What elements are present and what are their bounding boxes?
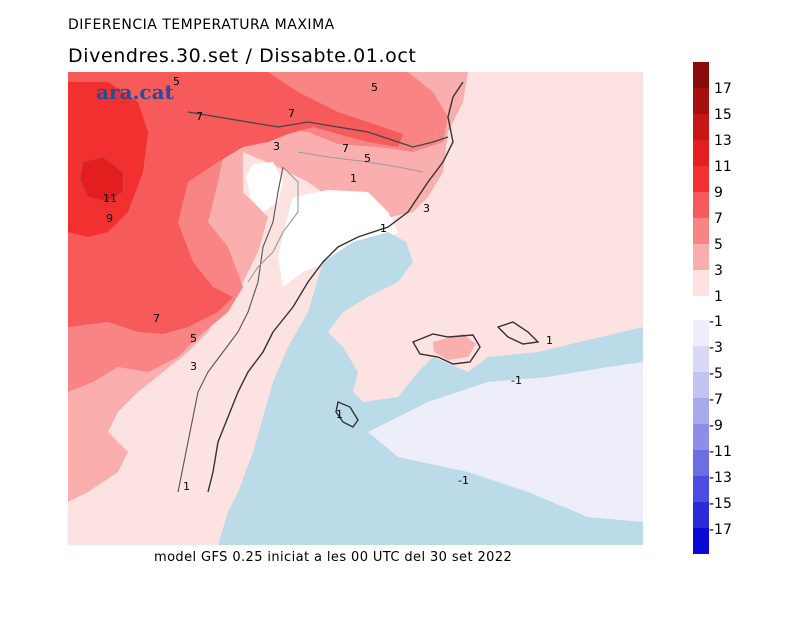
contour-label: 5 bbox=[371, 81, 378, 94]
legend-label: -17 bbox=[709, 522, 732, 538]
legend-swatch bbox=[693, 320, 709, 346]
island-spot bbox=[433, 334, 476, 360]
contour-label: 9 bbox=[106, 212, 113, 225]
contour-band-9 bbox=[68, 82, 148, 237]
contour-band-11 bbox=[79, 156, 124, 203]
border-west bbox=[177, 166, 284, 493]
legend-swatch bbox=[693, 502, 709, 528]
legend-label: -1 bbox=[709, 314, 723, 330]
contour-label: 3 bbox=[273, 140, 280, 153]
legend-label: 7 bbox=[714, 211, 723, 227]
contour-label: 7 bbox=[342, 142, 349, 155]
legend-label: 15 bbox=[714, 107, 732, 123]
legend-swatch bbox=[693, 88, 709, 114]
zero-band-land bbox=[246, 162, 283, 212]
contour-label: 1 bbox=[336, 408, 343, 421]
color-legend: 17 15 13 11 9 7 5 3 1 -1 -3 -5 -7 -9 -11… bbox=[693, 62, 732, 554]
contour-label: 3 bbox=[190, 360, 197, 373]
legend-swatch bbox=[693, 62, 709, 88]
island-outline-east bbox=[496, 321, 540, 345]
legend-swatch bbox=[693, 372, 709, 398]
contour-label: 11 bbox=[103, 192, 117, 205]
legend-swatch bbox=[693, 346, 709, 372]
legend-label: 1 bbox=[714, 289, 723, 305]
legend-swatch bbox=[693, 476, 709, 502]
contour-label: 5 bbox=[364, 152, 371, 165]
contour-label: 1 bbox=[546, 334, 553, 347]
chart-title: DIFERENCIA TEMPERATURA MAXIMA bbox=[68, 17, 335, 33]
chart-subtitle: Divendres.30.set / Dissabte.01.oct bbox=[68, 45, 417, 67]
contour-label: 5 bbox=[190, 332, 197, 345]
legend-swatch bbox=[693, 192, 709, 218]
island-outline-south bbox=[335, 401, 359, 428]
legend-swatch bbox=[693, 140, 709, 166]
legend-label: 9 bbox=[714, 185, 723, 201]
contour-band-7 bbox=[68, 72, 403, 334]
legend-label: -7 bbox=[709, 392, 723, 408]
model-info: model GFS 0.25 iniciat a les 00 UTC del … bbox=[154, 550, 513, 565]
legend-swatch bbox=[693, 450, 709, 476]
legend-swatch bbox=[693, 114, 709, 140]
temperature-map: 5 5 7 7 3 7 5 1 11 9 3 1 7 5 3 1 1 -1 1 … bbox=[68, 72, 643, 545]
legend-label: -15 bbox=[709, 496, 732, 512]
contour-label: 5 bbox=[173, 75, 180, 88]
legend-swatch bbox=[693, 270, 709, 296]
contour-label: 7 bbox=[288, 107, 295, 120]
legend-swatch bbox=[693, 528, 709, 554]
legend-label: 17 bbox=[714, 81, 732, 97]
legend-swatch bbox=[693, 398, 709, 424]
legend-label: 11 bbox=[714, 159, 732, 175]
contour-label: 1 bbox=[183, 480, 190, 493]
legend-swatch bbox=[693, 424, 709, 450]
contour-label: -1 bbox=[511, 374, 522, 387]
region-outline bbox=[247, 151, 424, 283]
legend-label: 3 bbox=[714, 263, 723, 279]
legend-swatch bbox=[693, 166, 709, 192]
legend-label: 13 bbox=[714, 133, 732, 149]
border-north bbox=[187, 111, 449, 148]
legend-label: -11 bbox=[709, 444, 732, 460]
sea-minus-1 bbox=[368, 362, 643, 522]
legend-label: 5 bbox=[714, 237, 723, 253]
island-outline bbox=[411, 333, 481, 365]
legend-label: -3 bbox=[709, 340, 723, 356]
contour-label: 7 bbox=[196, 110, 203, 123]
legend-swatch bbox=[693, 218, 709, 244]
legend-label: -13 bbox=[709, 470, 732, 486]
contour-label: 1 bbox=[350, 172, 357, 185]
zero-band-coast bbox=[278, 190, 398, 287]
contour-label: -1 bbox=[458, 474, 469, 487]
legend-label: -5 bbox=[709, 366, 723, 382]
contour-label: 3 bbox=[423, 202, 430, 215]
brand-logo: ara.cat bbox=[96, 80, 174, 104]
legend-label: -9 bbox=[709, 418, 723, 434]
legend-swatch bbox=[693, 244, 709, 270]
contour-label: 7 bbox=[153, 312, 160, 325]
coastline bbox=[207, 81, 464, 493]
contour-label: 1 bbox=[380, 222, 387, 235]
